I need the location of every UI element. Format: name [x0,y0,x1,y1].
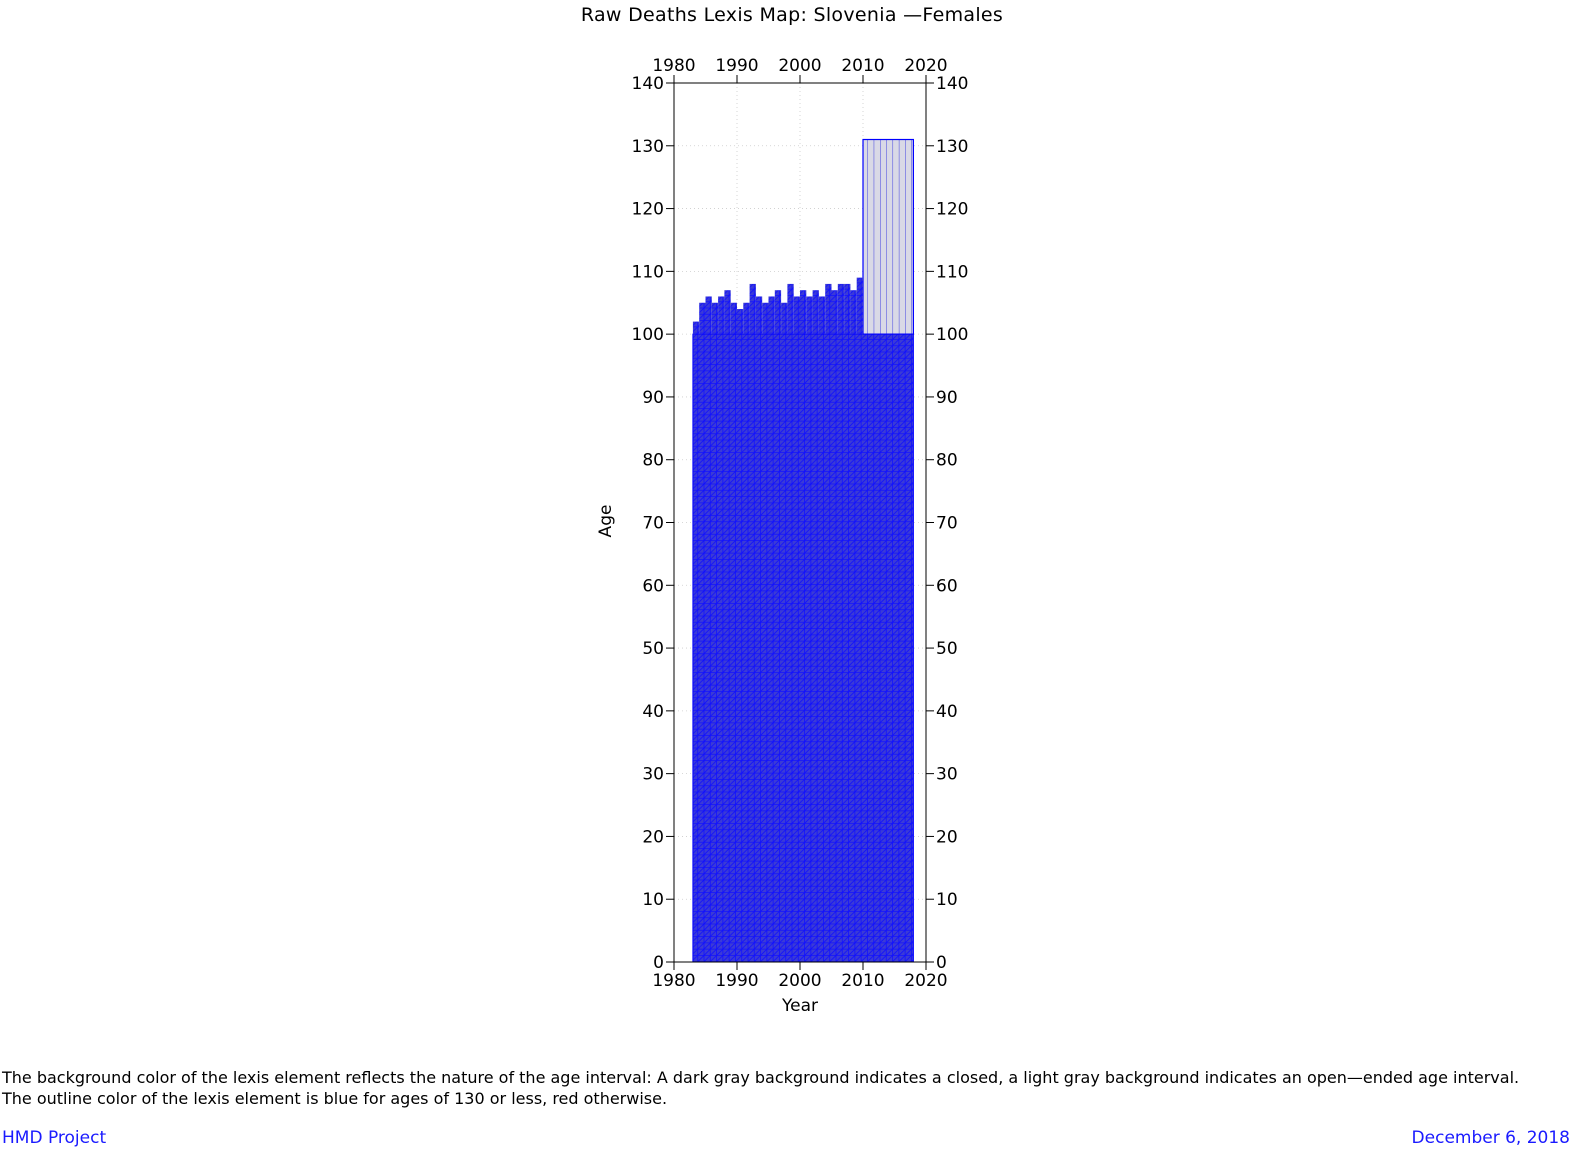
footer-note-line-2: The outline color of the lexis element i… [2,1089,668,1108]
closed-interval-region [692,333,914,963]
y-tick-label-right: 140 [936,74,968,94]
y-tick-label-right: 10 [936,890,958,910]
y-tick-label-right: 0 [936,953,947,973]
y-tick-label-left: 120 [632,200,664,220]
y-tick-label-right: 60 [936,576,958,596]
upper-age-column [749,283,756,335]
y-axis-title: Age [596,505,616,538]
chart-title: Raw Deaths Lexis Map: Slovenia —Females [580,4,1004,26]
y-tick-label-right: 50 [936,639,958,659]
y-tick-label-left: 130 [632,137,664,157]
upper-age-column [743,302,750,335]
upper-age-column [800,290,807,335]
upper-age-column [818,296,826,335]
upper-age-column [724,290,731,335]
upper-age-column [737,309,744,335]
y-tick-label-left: 110 [632,262,664,282]
upper-age-column [856,277,863,335]
upper-age-column [711,302,719,335]
y-tick-label-right: 90 [936,388,958,408]
y-tick-label-right: 120 [936,200,968,220]
y-tick-label-left: 70 [642,514,664,534]
upper-age-column [837,283,845,335]
y-tick-label-left: 30 [642,765,664,785]
upper-age-column [831,290,838,335]
y-tick-label-left: 100 [632,325,664,345]
x-tick-label-bottom: 1980 [652,971,695,991]
y-tick-label-left: 0 [653,953,664,973]
x-tick-label-top: 2020 [904,56,947,76]
y-tick-label-right: 100 [936,325,968,345]
x-tick-label-top: 2000 [778,56,821,76]
upper-age-column [692,321,700,335]
x-tick-label-bottom: 2000 [778,971,821,991]
upper-age-column [730,302,737,335]
y-tick-label-right: 80 [936,451,958,471]
y-tick-label-left: 20 [642,827,664,847]
upper-age-column [806,296,813,335]
y-tick-label-right: 30 [936,765,958,785]
x-tick-label-bottom: 1990 [715,971,758,991]
x-tick-label-bottom: 2020 [904,971,947,991]
upper-age-column [699,302,706,335]
upper-age-column [850,290,857,335]
y-tick-label-left: 140 [632,74,664,94]
y-tick-label-right: 130 [936,137,968,157]
upper-age-column [844,283,851,335]
lexis-elements [692,138,915,963]
upper-age-column [718,296,725,335]
y-tick-label-right: 20 [936,827,958,847]
y-tick-label-right: 110 [936,262,968,282]
upper-age-column [762,302,769,335]
upper-age-column [793,296,800,335]
x-tick-label-top: 1980 [652,56,695,76]
footer-note-line-1: The background color of the lexis elemen… [2,1068,1520,1087]
footer-date: December 6, 2018 [1411,1128,1570,1148]
footer-note: The background color of the lexis elemen… [2,1067,1519,1109]
upper-age-column [755,296,763,335]
y-tick-label-left: 40 [642,702,664,722]
upper-age-column [768,296,775,335]
x-tick-label-bottom: 2010 [841,971,884,991]
y-tick-label-right: 40 [936,702,958,722]
x-tick-label-top: 2010 [841,56,884,76]
upper-age-column [774,290,782,335]
x-axis-title: Year [781,996,818,1016]
open-interval-region [862,138,915,335]
y-tick-label-right: 70 [936,514,958,534]
y-tick-label-left: 60 [642,576,664,596]
upper-age-column [705,296,712,335]
y-tick-label-left: 90 [642,388,664,408]
y-tick-label-left: 80 [642,451,664,471]
x-tick-label-top: 1990 [715,56,758,76]
upper-age-column [781,302,788,335]
project-credit: HMD Project [2,1128,107,1148]
y-tick-label-left: 10 [642,890,664,910]
upper-age-column [787,283,794,335]
upper-age-column [812,290,819,335]
y-tick-label-left: 50 [642,639,664,659]
upper-age-column [825,283,832,335]
